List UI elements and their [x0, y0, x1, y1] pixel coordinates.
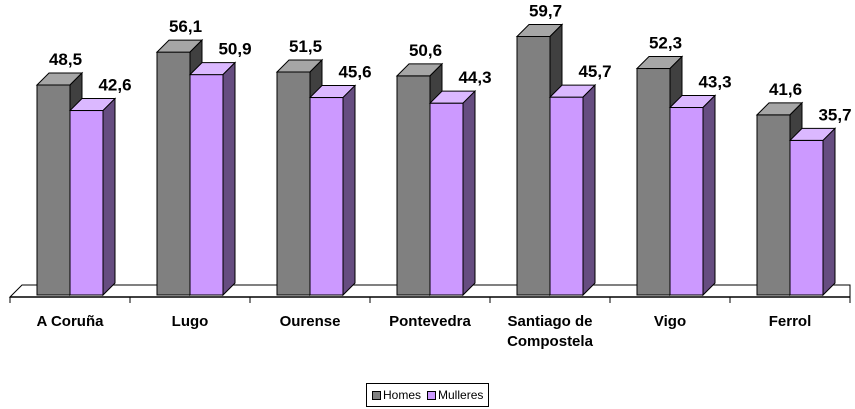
legend-label: Mulleres [438, 388, 484, 402]
data-label: 50,6 [409, 41, 442, 60]
legend: Homes Mulleres [366, 383, 490, 407]
data-label: 44,3 [458, 68, 491, 87]
x-tick-label: Pontevedra [389, 313, 471, 330]
x-tick-label: A Coruña [36, 313, 104, 330]
bar-front [756, 114, 791, 296]
bar-front [69, 110, 104, 296]
bar [68, 97, 117, 297]
data-label: 59,7 [529, 1, 562, 20]
data-label: 45,6 [338, 63, 371, 82]
x-tick-label: Ourense [279, 313, 341, 330]
bar [308, 84, 357, 297]
bar [548, 83, 597, 297]
legend-item: Homes [372, 388, 421, 402]
bar-front [309, 97, 344, 296]
x-tick-label: Santiago de Compostela [507, 313, 593, 350]
bar-front [189, 74, 224, 296]
x-tick-label: Ferrol [768, 313, 812, 330]
bar-front [429, 102, 464, 296]
bar [188, 61, 237, 297]
data-label: 42,6 [98, 76, 131, 95]
bar-side [822, 127, 836, 297]
data-label: 56,1 [169, 17, 202, 36]
bar-side [462, 89, 476, 297]
data-label: 52,3 [649, 34, 682, 53]
bar-side [702, 94, 716, 297]
bar-front [516, 35, 551, 296]
bar-side [342, 84, 356, 297]
bar-side [102, 97, 116, 297]
bar-front [156, 51, 191, 296]
bar-front [549, 96, 584, 296]
x-tick-label: Lugo [171, 313, 209, 330]
data-label: 50,9 [218, 40, 251, 59]
bar-front [276, 71, 311, 296]
bar [428, 89, 477, 297]
data-label: 41,6 [769, 80, 802, 99]
bar-side [222, 61, 236, 297]
bar-front [669, 107, 704, 296]
bar [668, 94, 717, 297]
bar-front [789, 139, 824, 296]
legend-label: Homes [383, 388, 422, 402]
data-label: 45,7 [578, 62, 611, 81]
legend-swatch [372, 391, 381, 401]
data-label: 35,7 [818, 105, 851, 124]
data-label: 48,5 [49, 50, 82, 69]
bar-front [636, 68, 671, 296]
legend-item: Mulleres [427, 388, 483, 402]
bar-front [36, 84, 71, 296]
data-label: 51,5 [289, 37, 322, 56]
x-tick-label: Vigo [653, 313, 687, 330]
legend-swatch [427, 391, 437, 401]
data-label: 43,3 [698, 73, 731, 92]
bar-front [396, 75, 431, 296]
bar [788, 127, 837, 297]
bar-side [582, 83, 596, 297]
